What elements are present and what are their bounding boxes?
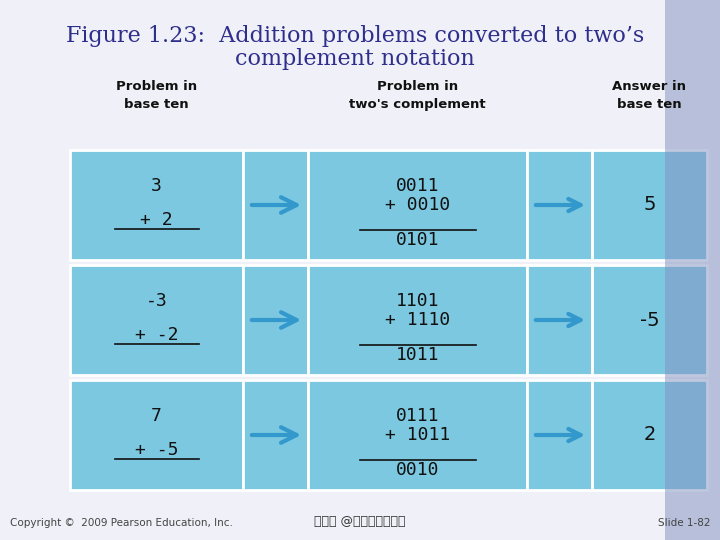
Bar bbox=[592, 265, 707, 375]
Text: 0010: 0010 bbox=[396, 461, 439, 479]
Bar bbox=[308, 150, 527, 260]
Text: 7: 7 bbox=[151, 407, 162, 425]
Text: 0011: 0011 bbox=[396, 177, 439, 195]
Text: Figure 1.23:  Addition problems converted to two’s: Figure 1.23: Addition problems converted… bbox=[66, 25, 644, 47]
Text: 1011: 1011 bbox=[396, 346, 439, 364]
Text: -3: -3 bbox=[145, 292, 167, 310]
Text: -5: -5 bbox=[639, 310, 660, 329]
Bar bbox=[308, 265, 527, 375]
Bar bbox=[527, 265, 592, 375]
Text: + 1110: + 1110 bbox=[385, 311, 450, 329]
Text: + 0010: + 0010 bbox=[385, 196, 450, 214]
Bar bbox=[527, 380, 592, 490]
Text: 1101: 1101 bbox=[396, 292, 439, 310]
Text: 3: 3 bbox=[151, 177, 162, 195]
Bar bbox=[70, 380, 243, 490]
Text: 2: 2 bbox=[643, 426, 656, 444]
Text: Answer in
base ten: Answer in base ten bbox=[613, 80, 686, 111]
Bar bbox=[243, 150, 308, 260]
Bar bbox=[70, 265, 243, 375]
Text: 0111: 0111 bbox=[396, 407, 439, 425]
Text: + 1011: + 1011 bbox=[385, 426, 450, 444]
Bar bbox=[243, 380, 308, 490]
Text: 蔡文能 @交通大學資工系: 蔡文能 @交通大學資工系 bbox=[314, 515, 406, 528]
Text: + -5: + -5 bbox=[135, 441, 179, 459]
Text: + -2: + -2 bbox=[135, 326, 179, 344]
Text: + 2: + 2 bbox=[140, 211, 173, 229]
Text: 5: 5 bbox=[643, 195, 656, 214]
Bar bbox=[665, 0, 720, 540]
Text: Slide 1-82: Slide 1-82 bbox=[657, 518, 710, 528]
Bar bbox=[527, 150, 592, 260]
Bar bbox=[70, 150, 243, 260]
Text: Copyright ©  2009 Pearson Education, Inc.: Copyright © 2009 Pearson Education, Inc. bbox=[10, 518, 233, 528]
Text: Problem in
two's complement: Problem in two's complement bbox=[349, 80, 486, 111]
Bar bbox=[308, 380, 527, 490]
Text: 0101: 0101 bbox=[396, 231, 439, 249]
Bar bbox=[243, 265, 308, 375]
Bar bbox=[592, 150, 707, 260]
Text: Problem in
base ten: Problem in base ten bbox=[116, 80, 197, 111]
Bar bbox=[592, 380, 707, 490]
Text: complement notation: complement notation bbox=[235, 48, 475, 70]
